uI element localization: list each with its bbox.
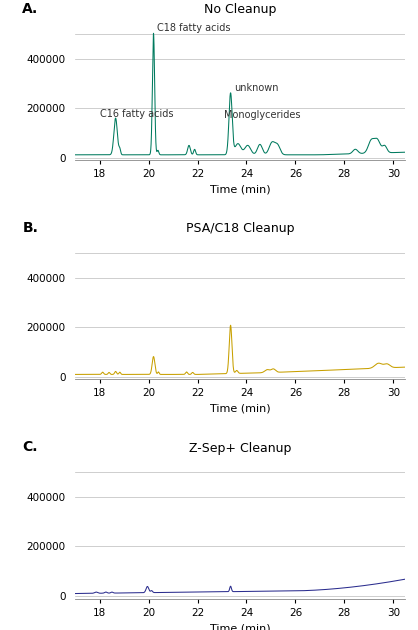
Text: Monoglycerides: Monoglycerides bbox=[224, 110, 301, 120]
Text: unknown: unknown bbox=[234, 83, 279, 93]
Text: C.: C. bbox=[23, 440, 38, 454]
X-axis label: Time (min): Time (min) bbox=[210, 404, 271, 414]
Text: A.: A. bbox=[23, 2, 38, 16]
Text: C18 fatty acids: C18 fatty acids bbox=[157, 23, 231, 33]
Text: B.: B. bbox=[23, 221, 38, 235]
X-axis label: Time (min): Time (min) bbox=[210, 185, 271, 195]
Text: C16 fatty acids: C16 fatty acids bbox=[100, 109, 173, 119]
Title: PSA/C18 Cleanup: PSA/C18 Cleanup bbox=[186, 222, 295, 236]
Title: Z-Sep+ Cleanup: Z-Sep+ Cleanup bbox=[189, 442, 291, 455]
Title: No Cleanup: No Cleanup bbox=[204, 3, 277, 16]
X-axis label: Time (min): Time (min) bbox=[210, 623, 271, 630]
